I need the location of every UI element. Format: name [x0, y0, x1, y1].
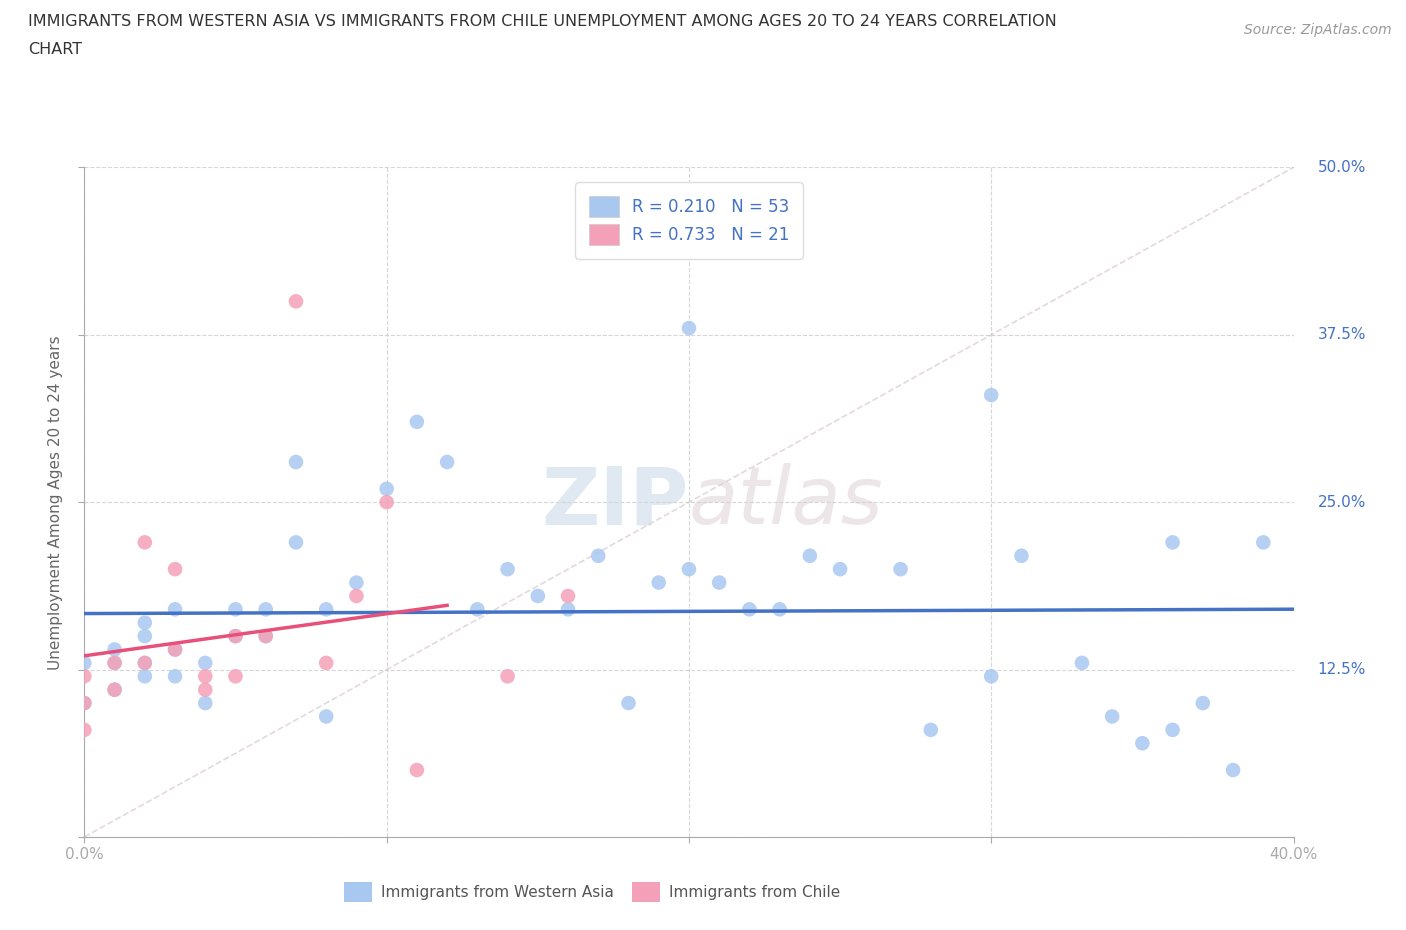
Point — [134, 535, 156, 550]
Point — [73, 656, 96, 671]
Point — [617, 696, 640, 711]
Point — [134, 629, 156, 644]
Text: 12.5%: 12.5% — [1317, 662, 1367, 677]
Point — [73, 696, 96, 711]
Point — [134, 656, 156, 671]
Point — [163, 602, 186, 617]
Point — [225, 602, 247, 617]
Point — [284, 535, 308, 550]
Point — [194, 696, 217, 711]
Point — [375, 495, 398, 510]
Point — [163, 642, 186, 657]
Point — [1251, 535, 1274, 550]
Point — [346, 575, 368, 590]
Point — [254, 629, 277, 644]
Point — [73, 723, 96, 737]
Point — [73, 696, 96, 711]
Point — [163, 562, 186, 577]
Point — [1130, 736, 1153, 751]
Point — [588, 549, 610, 564]
Point — [890, 562, 912, 577]
Point — [194, 656, 217, 671]
Point — [830, 562, 852, 577]
Text: IMMIGRANTS FROM WESTERN ASIA VS IMMIGRANTS FROM CHILE UNEMPLOYMENT AMONG AGES 20: IMMIGRANTS FROM WESTERN ASIA VS IMMIGRAN… — [28, 14, 1057, 29]
Point — [225, 669, 247, 684]
Point — [1010, 549, 1032, 564]
Point — [1161, 723, 1184, 737]
Point — [738, 602, 761, 617]
Point — [678, 321, 700, 336]
Point — [406, 415, 429, 430]
Point — [254, 602, 277, 617]
Text: ZIP: ZIP — [541, 463, 689, 541]
Point — [557, 589, 579, 604]
Point — [134, 656, 156, 671]
Text: 50.0%: 50.0% — [1317, 160, 1367, 175]
Point — [557, 602, 579, 617]
Point — [104, 656, 127, 671]
Point — [1222, 763, 1244, 777]
Point — [980, 388, 1002, 403]
Point — [526, 589, 548, 604]
Point — [1161, 535, 1184, 550]
Point — [194, 683, 217, 698]
Point — [315, 709, 337, 724]
Point — [315, 656, 337, 671]
Point — [163, 669, 186, 684]
Point — [375, 482, 398, 497]
Text: 25.0%: 25.0% — [1317, 495, 1367, 510]
Legend: Immigrants from Western Asia, Immigrants from Chile: Immigrants from Western Asia, Immigrants… — [336, 875, 848, 910]
Point — [647, 575, 671, 590]
Point — [134, 669, 156, 684]
Point — [467, 602, 489, 617]
Point — [678, 562, 700, 577]
Point — [1101, 709, 1123, 724]
Point — [194, 669, 217, 684]
Point — [1191, 696, 1213, 711]
Point — [73, 669, 96, 684]
Point — [134, 616, 156, 631]
Point — [104, 683, 127, 698]
Point — [315, 602, 337, 617]
Text: Source: ZipAtlas.com: Source: ZipAtlas.com — [1244, 23, 1392, 37]
Point — [225, 629, 247, 644]
Point — [254, 629, 277, 644]
Point — [284, 294, 308, 309]
Point — [436, 455, 458, 470]
Point — [709, 575, 731, 590]
Point — [406, 763, 429, 777]
Text: 37.5%: 37.5% — [1317, 327, 1367, 342]
Point — [496, 562, 519, 577]
Point — [980, 669, 1002, 684]
Point — [1071, 656, 1094, 671]
Text: atlas: atlas — [689, 463, 884, 541]
Point — [163, 642, 186, 657]
Point — [284, 455, 308, 470]
Point — [104, 656, 127, 671]
Point — [496, 669, 519, 684]
Point — [920, 723, 942, 737]
Point — [225, 629, 247, 644]
Point — [104, 642, 127, 657]
Point — [104, 683, 127, 698]
Text: CHART: CHART — [28, 42, 82, 57]
Point — [769, 602, 792, 617]
Point — [799, 549, 821, 564]
Y-axis label: Unemployment Among Ages 20 to 24 years: Unemployment Among Ages 20 to 24 years — [48, 335, 63, 670]
Point — [346, 589, 368, 604]
